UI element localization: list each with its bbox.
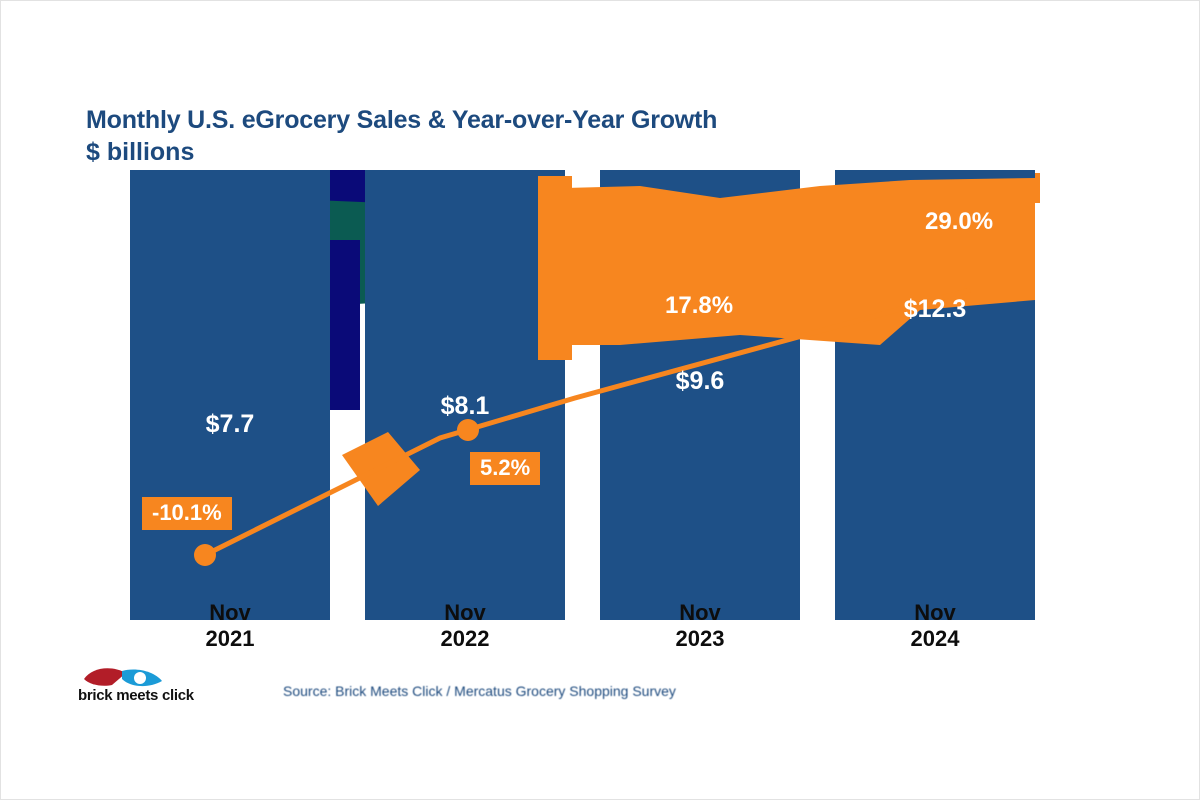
growth-line — [203, 287, 971, 558]
logo-wordmark: brick meets click — [78, 687, 194, 704]
x-axis: Nov 2021 Nov 2022 Nov 2023 Nov 2024 — [120, 600, 1090, 680]
chart-subtitle: $ billions — [86, 138, 195, 166]
logo-icon — [84, 668, 162, 687]
chart-title-block: Monthly U.S. eGrocery Sales & Year-over-… — [86, 104, 1096, 168]
x-axis-tick-1: Nov 2021 — [205, 600, 255, 651]
growth-marker-1 — [194, 544, 216, 566]
growth-area — [194, 176, 1035, 566]
bar-2[interactable] — [365, 170, 565, 620]
chart-title: Monthly U.S. eGrocery Sales & Year-over-… — [86, 106, 718, 134]
bar-label-1: $7.7 — [205, 410, 255, 438]
growth-label-4: 29.0% — [925, 208, 994, 235]
bar-label-3: $9.6 — [675, 367, 725, 395]
brick-meets-click-logo[interactable]: brick meets click — [78, 665, 228, 710]
plot-area: $7.7 $8.1 $9.6 $12.3 -10.1% 5.2% 17.8% 2… — [120, 170, 1090, 620]
growth-label-1: -10.1% — [142, 497, 232, 530]
x-axis-tick-3: Nov 2023 — [675, 600, 725, 651]
growth-label-2: 5.2% — [470, 452, 541, 485]
x-axis-tick-2: Nov 2022 — [440, 600, 490, 651]
growth-label-3: 17.8% — [665, 292, 734, 319]
chart-footer: brick meets click Source: Brick Meets Cl… — [78, 665, 1108, 710]
growth-marker-2 — [457, 419, 479, 441]
bar-label-2: $8.1 — [440, 392, 490, 420]
x-axis-tick-4: Nov 2024 — [910, 600, 960, 651]
bar-label-4: $12.3 — [903, 295, 967, 323]
source-note: Source: Brick Meets Click / Mercatus Gro… — [283, 683, 676, 699]
